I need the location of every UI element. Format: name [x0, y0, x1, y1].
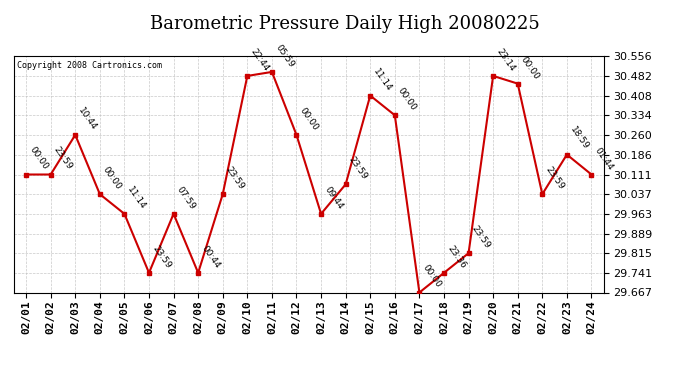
Text: 00:00: 00:00: [396, 86, 418, 112]
Text: 11:14: 11:14: [126, 185, 148, 211]
Text: 09:44: 09:44: [322, 185, 344, 211]
Text: Barometric Pressure Daily High 20080225: Barometric Pressure Daily High 20080225: [150, 15, 540, 33]
Text: 23:59: 23:59: [544, 165, 566, 191]
Text: 23:59: 23:59: [150, 244, 172, 270]
Text: 18:59: 18:59: [569, 126, 591, 152]
Text: 01:44: 01:44: [593, 146, 615, 172]
Text: 00:00: 00:00: [28, 146, 50, 172]
Text: 00:00: 00:00: [421, 263, 443, 290]
Text: 00:00: 00:00: [101, 165, 124, 191]
Text: 11:14: 11:14: [372, 66, 394, 93]
Text: 23:14: 23:14: [495, 47, 517, 73]
Text: 00:44: 00:44: [199, 244, 221, 270]
Text: 07:59: 07:59: [175, 185, 197, 211]
Text: 10:44: 10:44: [77, 106, 99, 132]
Text: 23:59: 23:59: [470, 224, 492, 251]
Text: 05:59: 05:59: [273, 43, 295, 69]
Text: 23:59: 23:59: [347, 155, 369, 182]
Text: 00:00: 00:00: [298, 106, 320, 132]
Text: 23:59: 23:59: [52, 146, 75, 172]
Text: Copyright 2008 Cartronics.com: Copyright 2008 Cartronics.com: [17, 61, 161, 70]
Text: 22:44: 22:44: [248, 47, 270, 73]
Text: 23:36: 23:36: [445, 244, 468, 270]
Text: 23:59: 23:59: [224, 165, 246, 191]
Text: 00:00: 00:00: [519, 54, 542, 81]
